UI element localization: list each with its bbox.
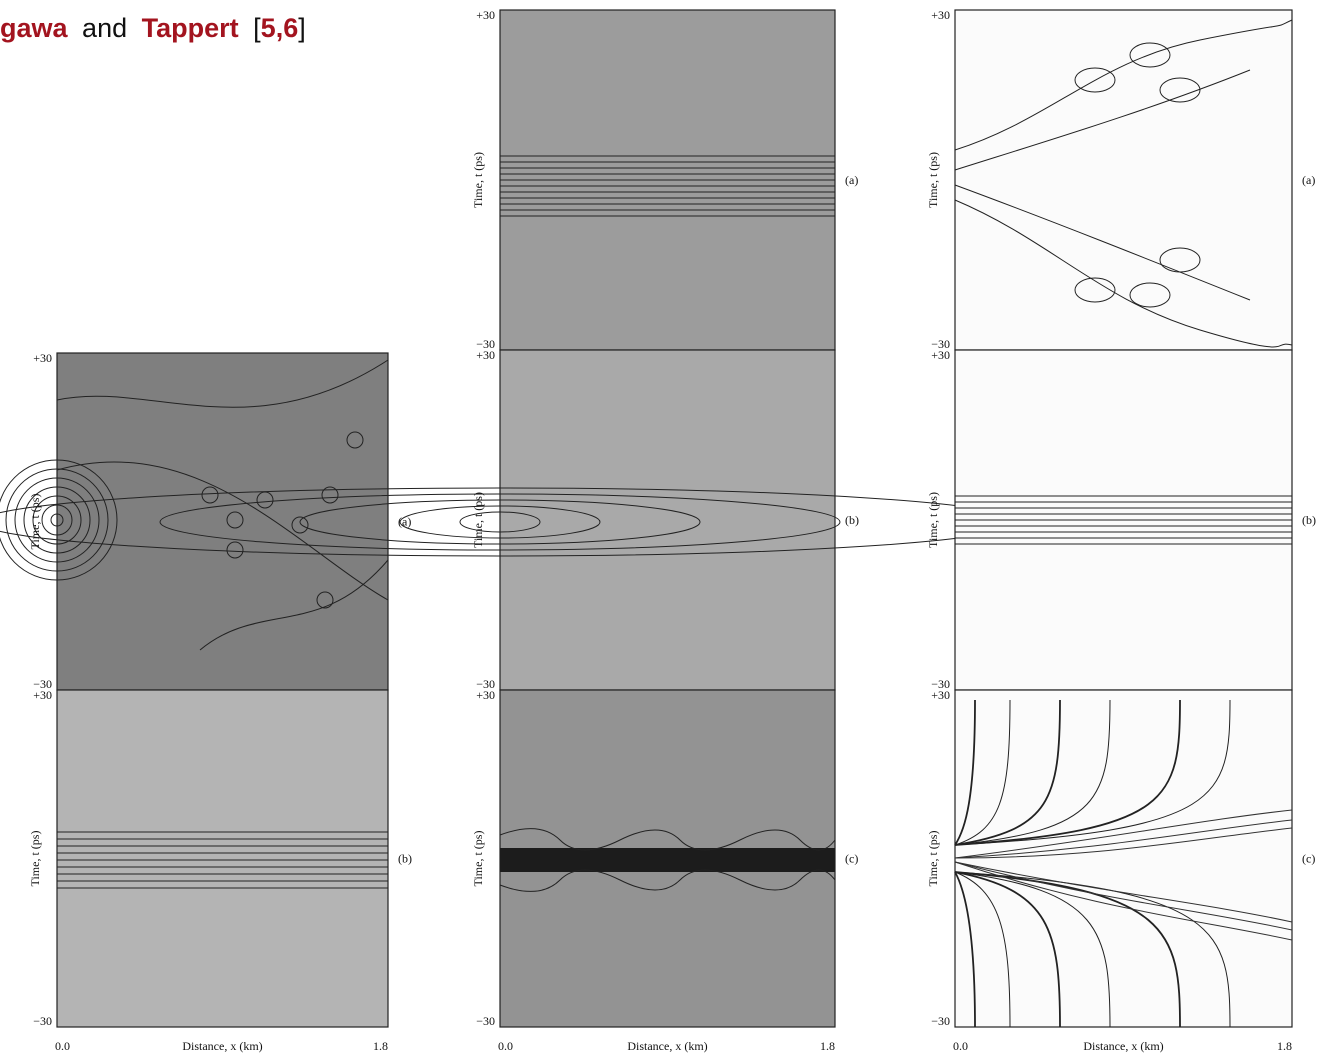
contour [459, 511, 541, 533]
y-top-label: +30 [476, 8, 495, 22]
y-axis-label: Time, t (ps) [471, 492, 485, 548]
x-end-label: 1.8 [1277, 1039, 1292, 1053]
contour [14, 477, 100, 563]
y-bottom-label: −30 [931, 1014, 950, 1028]
y-top-label: +30 [931, 348, 950, 362]
x-start-label: 0.0 [953, 1039, 968, 1053]
y-bottom-label: −30 [931, 677, 950, 691]
contour [954, 19, 1293, 348]
y-axis-label: Time, t (ps) [926, 831, 940, 887]
contour [954, 699, 1061, 846]
contour [954, 699, 1111, 846]
x-start-label: 0.0 [498, 1039, 513, 1053]
contour [321, 486, 339, 504]
dark-band [500, 848, 835, 872]
contour [1074, 67, 1116, 93]
y-axis-label: Time, t (ps) [28, 831, 42, 887]
contour [954, 699, 1231, 846]
contour [954, 699, 1181, 846]
panel [954, 689, 1293, 1028]
contour [954, 871, 1231, 1028]
contour [1129, 282, 1171, 308]
bracket: [ [253, 13, 261, 43]
x-axis-label: Distance, x (km) [1083, 1039, 1163, 1053]
y-axis-label: Time, t (ps) [926, 152, 940, 208]
contour [954, 819, 1293, 931]
y-bottom-label: −30 [931, 337, 950, 351]
author-name: Tappert [142, 13, 239, 43]
x-end-label: 1.8 [820, 1039, 835, 1053]
contour [954, 699, 976, 846]
citation: 5,6 [261, 13, 299, 43]
y-top-label: +30 [33, 351, 52, 365]
contour [41, 504, 73, 536]
x-start-label: 0.0 [55, 1039, 70, 1053]
contour [954, 871, 1061, 1028]
panel-tag: (b) [398, 852, 412, 866]
y-bottom-label: −30 [33, 677, 52, 691]
panel [954, 9, 1293, 351]
y-top-label: +30 [931, 688, 950, 702]
panel [56, 689, 389, 1028]
contour [1159, 77, 1201, 103]
panel-tag: (c) [1302, 852, 1315, 866]
y-bottom-label: −30 [476, 677, 495, 691]
y-top-label: +30 [476, 348, 495, 362]
contour [226, 511, 244, 529]
contour [32, 495, 82, 545]
contour [954, 827, 1293, 923]
title-text: and [82, 13, 127, 43]
x-axis-label: Distance, x (km) [182, 1039, 262, 1053]
contour [954, 871, 1111, 1028]
x-end-label: 1.8 [373, 1039, 388, 1053]
panel [499, 349, 836, 691]
contour [954, 871, 976, 1028]
panel-tag: (c) [845, 852, 858, 866]
panel [56, 352, 389, 691]
contour [954, 809, 1293, 941]
contour [291, 516, 309, 534]
contour [299, 499, 701, 545]
y-axis-label: Time, t (ps) [471, 831, 485, 887]
y-top-label: +30 [33, 688, 52, 702]
y-top-label: +30 [476, 688, 495, 702]
contour [499, 828, 836, 892]
y-axis-label: Time, t (ps) [926, 492, 940, 548]
contour [5, 468, 109, 572]
panel-tag: (b) [1302, 513, 1316, 527]
contour [56, 359, 389, 651]
contour [0, 459, 118, 581]
author-name: gawa [0, 13, 69, 43]
bracket: ] [298, 13, 306, 43]
contour [50, 513, 64, 527]
contour [1074, 277, 1116, 303]
contour [1129, 42, 1171, 68]
contour [23, 486, 91, 554]
contour [399, 505, 601, 539]
panel-tag: (a) [1302, 173, 1315, 187]
contour [226, 541, 244, 559]
y-bottom-label: −30 [476, 337, 495, 351]
y-bottom-label: −30 [33, 1014, 52, 1028]
y-axis-label: Time, t (ps) [471, 152, 485, 208]
y-axis-label: Time, t (ps) [28, 494, 42, 550]
panel-tag: (b) [845, 513, 859, 527]
contour [954, 699, 1011, 846]
contour [316, 591, 334, 609]
contour [954, 871, 1011, 1028]
y-bottom-label: −30 [476, 1014, 495, 1028]
x-axis-label: Distance, x (km) [627, 1039, 707, 1053]
y-top-label: +30 [931, 8, 950, 22]
contour [346, 431, 364, 449]
contour [159, 493, 841, 551]
panel-tag: (a) [845, 173, 858, 187]
slide-title: gawa and Tappert [5,6] [0, 13, 306, 43]
contour [201, 486, 219, 504]
contour [1159, 247, 1201, 273]
